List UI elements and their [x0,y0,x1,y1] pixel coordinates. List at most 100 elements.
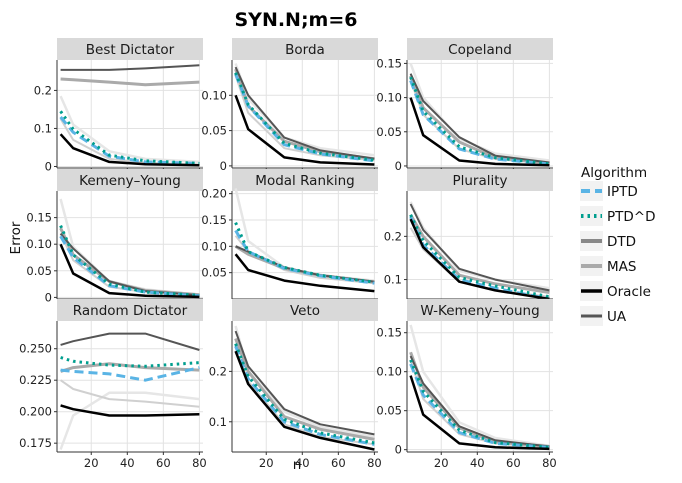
legend-key-background [580,206,603,226]
series-line-ptdd [234,222,375,284]
legend-title: Algorithm [581,165,647,181]
x-tick-label: 80 [367,456,382,470]
panel-strip [407,38,553,60]
panel-strip [407,299,553,321]
series-line-bg1 [59,198,200,296]
series-line-oracle [59,133,200,167]
panel: Kemeny–Young 0 0.05 0.10 0.15 [26,169,203,304]
y-tick-label: 0.2 [34,83,52,97]
panel-strip [57,169,203,191]
series-line-oracle [409,218,550,301]
series-line-ua [235,245,375,283]
y-tick-label: 0.225 [19,373,52,387]
legend-label: IPTD [607,184,638,200]
x-tick-label: 80 [542,456,557,470]
series-line-ua [409,73,550,164]
series-line-oracle [60,404,200,417]
series-line-ptdd [59,110,200,165]
legend-item: DTD [580,231,636,251]
series-line-ua [234,330,375,436]
x-tick-label: 40 [295,456,310,470]
y-tick-label: 0.15 [376,56,402,70]
series-line-iptd [60,366,200,382]
y-tick-label: 0.175 [19,436,52,450]
y-tick-label: 0.10 [376,91,402,105]
panel-label: Random Dictator [73,303,188,319]
y-tick-label: 0.2 [384,229,402,243]
legend-key-background [580,181,603,201]
series-line-ua [60,64,200,71]
series-line-bg1 [59,391,200,450]
legend-label: UA [607,309,627,325]
y-tick-label: 0.15 [201,213,227,227]
series-line-oracle [234,94,375,166]
panel-strip [407,169,553,191]
panel: Random Dictator 0.175 0.200 0.225 0.250 20 40 6… [19,299,207,470]
series-line-ptdd [59,225,200,297]
y-tick-label: 0.10 [376,365,402,379]
legend-item: IPTD [580,181,638,201]
series-line-bg1 [234,188,375,282]
series-line-ptdd [234,343,375,445]
series-line-mas [234,338,375,441]
y-tick-label: 0.05 [201,266,227,280]
series-line-oracle [59,243,200,299]
panel-label: Kemeny–Young [79,173,181,189]
y-tick-label: 0.15 [26,211,52,225]
panel-strip [232,299,378,321]
x-tick-label: 20 [434,456,449,470]
legend: Algorithm IPTD PTD^D DTD MAS Oracle UA [580,165,656,326]
y-tick-label: 0.20 [201,187,227,201]
series-line-bg2 [59,118,200,166]
x-axis-title: n [293,457,302,473]
series-line-iptd [59,235,200,298]
y-tick-label: 0.05 [376,404,402,418]
panel-strip [232,169,378,191]
y-tick-label: 0.05 [201,124,227,138]
panel-label: Best Dictator [86,42,175,58]
panel-strip [232,38,378,60]
legend-label: PTD^D [607,209,656,225]
series-line-bg1 [59,95,200,164]
panel: Modal Ranking 0.05 0.10 0.15 0.20 [201,169,378,302]
x-tick-label: 40 [470,456,485,470]
series-line-ptdd [409,214,550,299]
x-tick-label: 80 [192,456,207,470]
series-line-bg2 [234,235,375,285]
series-line-bg1 [409,62,550,162]
panel-label: Borda [285,42,325,58]
y-tick-label: 0.10 [26,237,52,251]
x-tick-label: 20 [84,456,99,470]
legend-label: DTD [607,234,636,250]
series-line-ua [409,355,550,448]
x-tick-label: 60 [506,456,521,470]
chart-title: SYN.N;m=6 [235,9,358,31]
y-tick-label: 0.05 [376,125,402,139]
series-line-mas [409,214,550,294]
series-line-oracle [234,253,375,293]
y-tick-label: 0.200 [19,405,52,419]
series-line-ua [409,203,550,292]
panel-strip [57,299,203,321]
panel: Borda 0 0.05 0.10 [201,38,378,173]
series-line-ptdd [60,356,200,368]
y-tick-label: 0 [45,290,52,304]
y-tick-label: 0.1 [384,273,402,287]
legend-item: PTD^D [580,206,656,226]
legend-item: MAS [580,256,636,276]
y-tick-label: 0.1 [34,121,52,135]
panel-label: W-Kemeny–Young [420,303,539,319]
panel: Plurality 0.1 0.2 [384,169,553,302]
panel-label: Copeland [448,42,512,58]
y-tick-label: 0.1 [209,415,227,429]
y-tick-label: 0.15 [376,326,402,340]
y-tick-label: 0.2 [209,364,227,378]
y-tick-label: 0 [395,443,402,457]
series-line-oracle [234,350,375,451]
legend-label: Oracle [607,284,651,300]
panel-strip [57,38,203,60]
series-line-ua [234,66,375,160]
series-line-iptd [409,79,550,166]
y-axis-title: Error [8,221,24,254]
panel: Veto 0.1 0.2 20 40 60 80 [209,299,382,470]
